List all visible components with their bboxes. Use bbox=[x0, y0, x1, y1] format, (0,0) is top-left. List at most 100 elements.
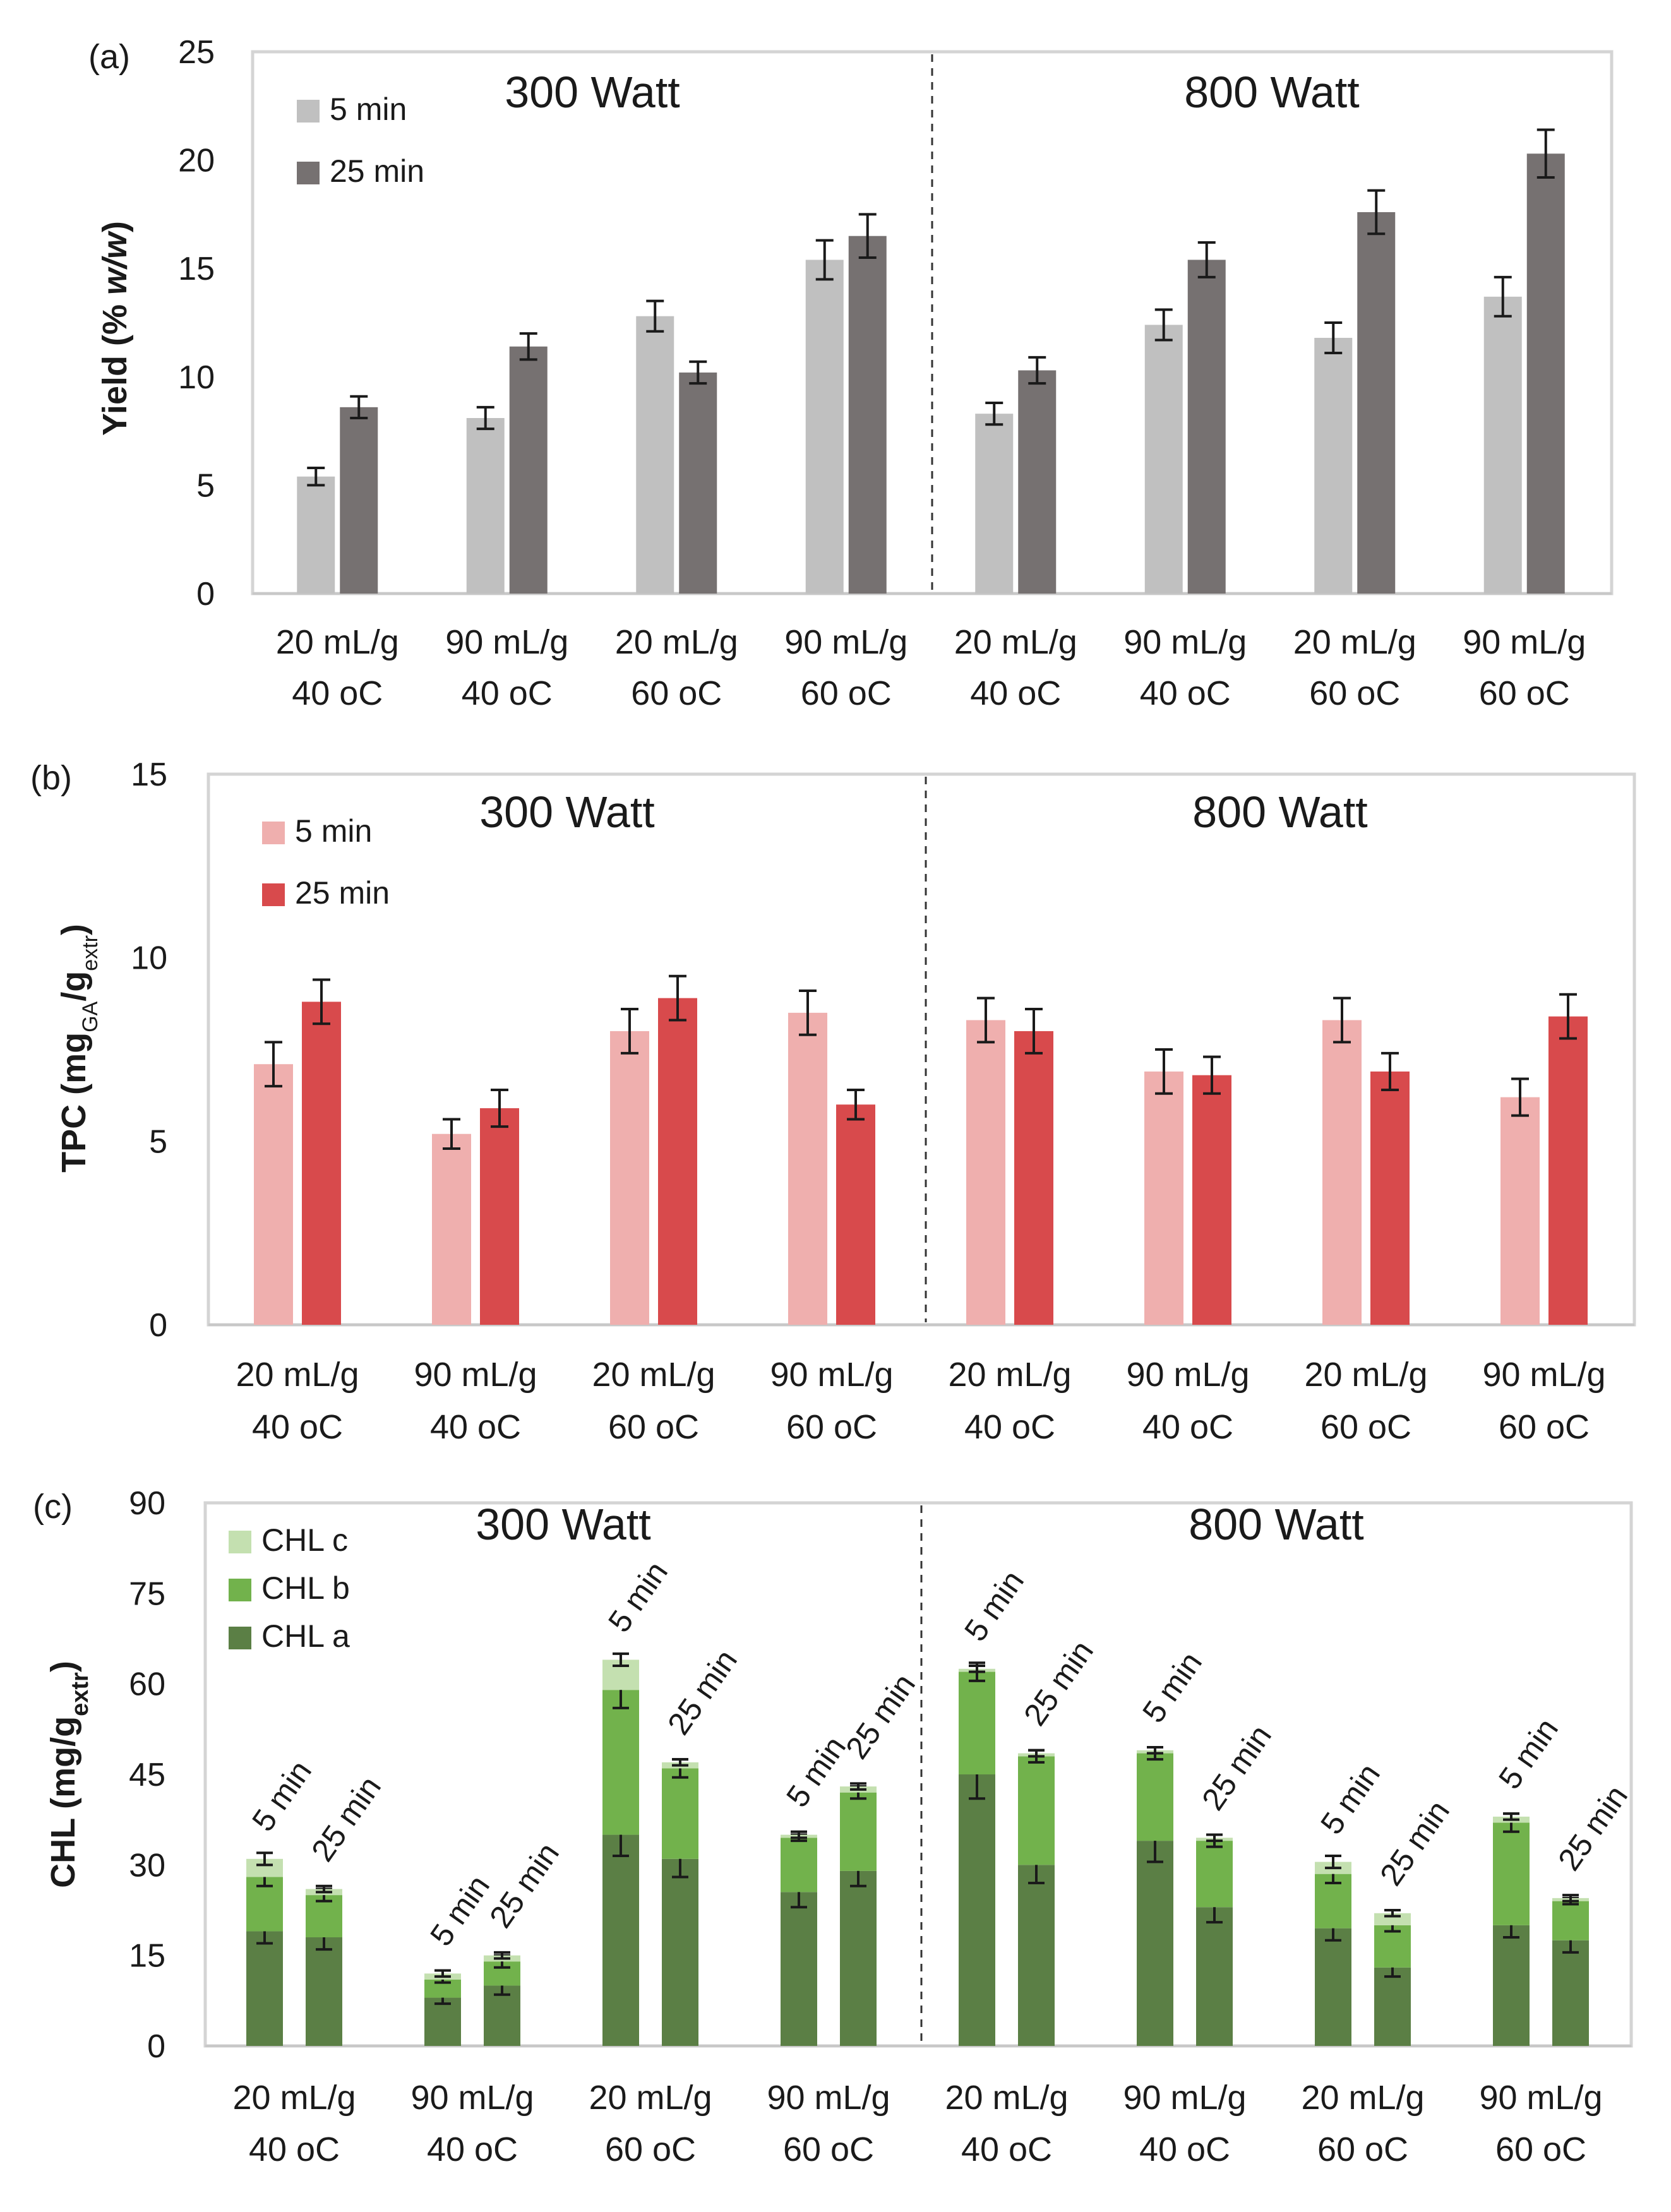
error-bar bbox=[850, 1782, 866, 1791]
error-bar bbox=[669, 974, 686, 1022]
error-bar bbox=[1203, 1055, 1221, 1095]
error-bar bbox=[1025, 1008, 1043, 1055]
bar-time-label: 5 min bbox=[957, 1564, 1031, 1647]
bar-25min bbox=[658, 998, 697, 1325]
stacked-segment-chl-a bbox=[1374, 1967, 1411, 2046]
x-category-label-ratio: 20 mL/g bbox=[1304, 1356, 1427, 1394]
error-bar bbox=[519, 332, 537, 361]
x-category-label-temperature: 60 oC bbox=[783, 2131, 874, 2168]
bar-5min bbox=[1500, 1097, 1540, 1325]
legend-swatch bbox=[229, 1531, 251, 1553]
legend-swatch bbox=[297, 162, 320, 184]
y-tick-label: 10 bbox=[131, 940, 167, 977]
x-category-label-temperature: 40 oC bbox=[430, 1408, 521, 1446]
bar-25min bbox=[848, 236, 887, 594]
y-axis-label: Yield (% w/w) bbox=[96, 221, 134, 436]
y-tick-label: 5 bbox=[196, 467, 215, 504]
x-category-label-ratio: 20 mL/g bbox=[232, 2079, 356, 2117]
x-category-label-ratio: 90 mL/g bbox=[1126, 1356, 1249, 1394]
x-category-label-ratio: 90 mL/g bbox=[1479, 2079, 1602, 2117]
error-bar bbox=[1367, 189, 1386, 236]
error-bar bbox=[316, 1884, 332, 1894]
error-bar bbox=[1325, 1855, 1341, 1870]
bar-time-label: 25 min bbox=[304, 1770, 388, 1868]
error-bar bbox=[1562, 1894, 1579, 1903]
error-bar bbox=[977, 996, 995, 1044]
error-bar bbox=[689, 360, 707, 385]
x-category-label-ratio: 90 mL/g bbox=[410, 2079, 534, 2117]
x-category-label-ratio: 20 mL/g bbox=[1293, 623, 1416, 661]
y-tick-label: 20 bbox=[178, 143, 215, 179]
bar-25min bbox=[1187, 260, 1226, 594]
stacked-segment-chl-a bbox=[1018, 1865, 1055, 2046]
error-bar bbox=[1028, 1749, 1045, 1758]
x-category-label-temperature: 60 oC bbox=[1309, 674, 1400, 712]
panel-c-chl-chart: 0 15 30 45 60 75 90 (c) CHL (mg/gextr) 300 Watt 80… bbox=[33, 1485, 1634, 2168]
group-title-800-watt: 800 Watt bbox=[1184, 68, 1360, 117]
x-category-label-temperature: 60 oC bbox=[631, 674, 722, 712]
legend-label: 5 min bbox=[295, 813, 372, 849]
x-category-label-ratio: 90 mL/g bbox=[1123, 2079, 1246, 2117]
bar-time-label: 5 min bbox=[245, 1754, 318, 1838]
stacked-segment-chl-a bbox=[662, 1858, 698, 2046]
x-category-label-ratio: 90 mL/g bbox=[767, 2079, 890, 2117]
stacked-segment-chl-a bbox=[1137, 1841, 1173, 2046]
stacked-segment-chl-a bbox=[959, 1774, 995, 2046]
legend-label: CHL c bbox=[261, 1522, 348, 1558]
stacked-segment-chl-a bbox=[1493, 1925, 1530, 2046]
stacked-segment-chl-b bbox=[602, 1690, 639, 1835]
x-category-label-ratio: 90 mL/g bbox=[445, 623, 568, 661]
x-category-label-temperature: 60 oC bbox=[1317, 2131, 1408, 2168]
error-bar bbox=[265, 1041, 282, 1088]
x-category-label-ratio: 20 mL/g bbox=[945, 2079, 1068, 2117]
bar-25min bbox=[302, 1001, 341, 1325]
y-axis-label: CHL (mg/gextr) bbox=[44, 1661, 93, 1888]
bar-5min bbox=[466, 418, 505, 594]
x-category-label-temperature: 40 oC bbox=[462, 674, 553, 712]
stacked-segment-chl-a bbox=[1315, 1928, 1351, 2046]
bar-25min bbox=[1018, 370, 1057, 594]
bar-time-label: 25 min bbox=[482, 1836, 566, 1934]
stacked-segment-chl-a bbox=[246, 1931, 283, 2046]
bar-5min bbox=[966, 1020, 1005, 1325]
legend-label: 5 min bbox=[330, 92, 407, 127]
x-category-label-temperature: 40 oC bbox=[964, 1408, 1055, 1446]
error-bar bbox=[985, 401, 1003, 426]
error-bar bbox=[476, 405, 494, 431]
error-bar bbox=[1381, 1051, 1399, 1091]
bar-5min bbox=[1144, 325, 1183, 594]
bar-time-label: 25 min bbox=[661, 1643, 744, 1741]
legend-label: CHL a bbox=[261, 1618, 350, 1654]
error-bar bbox=[847, 1088, 865, 1121]
x-category-label-ratio: 20 mL/g bbox=[589, 2079, 712, 2117]
bar-5min bbox=[975, 414, 1014, 594]
error-bar bbox=[1197, 241, 1216, 278]
x-category-label-temperature: 60 oC bbox=[608, 1408, 699, 1446]
panel-label: (b) bbox=[30, 759, 72, 797]
error-bar bbox=[1384, 1909, 1401, 1918]
x-category-label-ratio: 90 mL/g bbox=[1463, 623, 1586, 661]
bar-25min bbox=[480, 1108, 519, 1325]
legend-label: 25 min bbox=[295, 875, 390, 911]
bar-25min bbox=[1014, 1031, 1053, 1325]
error-bar bbox=[1028, 356, 1046, 385]
x-category-label-temperature: 40 oC bbox=[252, 1408, 343, 1446]
error-bar bbox=[1206, 1833, 1223, 1843]
group-title-800-watt: 800 Watt bbox=[1192, 787, 1368, 837]
bar-time-label: 25 min bbox=[1195, 1719, 1278, 1817]
bar-25min bbox=[509, 346, 548, 594]
y-tick-label: 0 bbox=[149, 1307, 167, 1344]
error-bar bbox=[443, 1118, 460, 1150]
stacked-segment-chl-a bbox=[781, 1892, 817, 2046]
bar-25min bbox=[1526, 153, 1565, 594]
error-bar bbox=[1147, 1746, 1163, 1755]
stacked-segment-chl-b bbox=[1018, 1756, 1055, 1865]
x-category-label-temperature: 40 oC bbox=[249, 2131, 340, 2168]
stacked-segment-chl-a bbox=[602, 1834, 639, 2046]
error-bar bbox=[491, 1088, 508, 1128]
stacked-segment-chl-b bbox=[1552, 1901, 1589, 1940]
x-category-label-temperature: 40 oC bbox=[292, 674, 383, 712]
error-bar bbox=[799, 989, 817, 1036]
y-tick-label: 15 bbox=[178, 251, 215, 287]
